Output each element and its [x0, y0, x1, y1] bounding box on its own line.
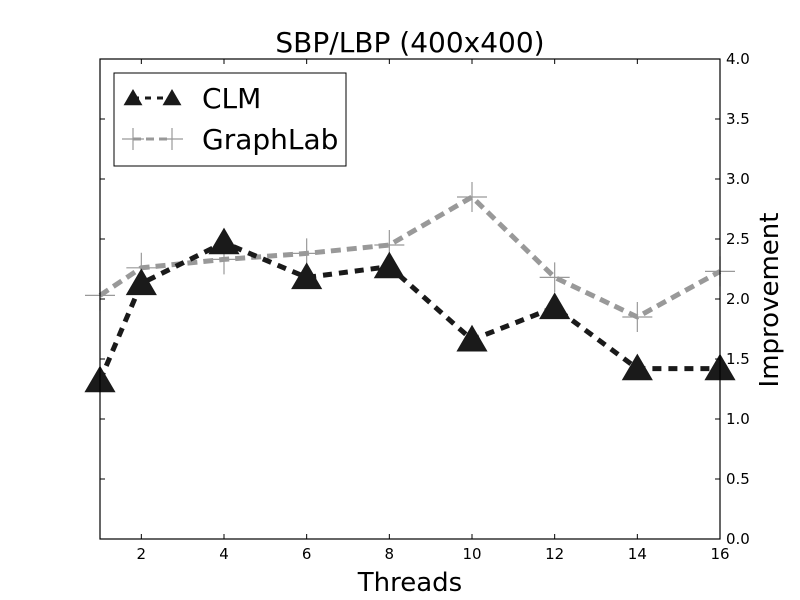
y-tick-label: 3.5	[726, 110, 750, 128]
data-point	[208, 227, 240, 255]
legend-item: CLM	[123, 82, 261, 115]
y-tick-label: 1.0	[726, 410, 750, 428]
x-tick-label: 10	[462, 545, 481, 563]
legend-item: GraphLab	[122, 123, 338, 156]
x-tick-label: 14	[628, 545, 647, 563]
legend: CLM GraphLab	[113, 72, 347, 167]
y-tick-label: 4.0	[726, 50, 750, 68]
x-tick-label: 6	[302, 545, 312, 563]
chart-title: SBP/LBP (400x400)	[275, 26, 544, 59]
data-point	[291, 262, 323, 290]
legend-marker	[123, 89, 143, 106]
x-axis: 2 4 6 8 10 12 14 16	[137, 59, 730, 563]
x-axis-label: Threads	[357, 568, 462, 598]
y-tick-label: 2.5	[726, 230, 750, 248]
data-point	[456, 324, 488, 352]
x-tick-label: 8	[385, 545, 395, 563]
legend-label: GraphLab	[202, 123, 338, 156]
x-tick-label: 2	[137, 545, 147, 563]
y-tick-label: 0.0	[726, 530, 750, 548]
data-point	[457, 182, 487, 212]
legend-marker	[122, 128, 144, 150]
plot-area	[84, 182, 736, 393]
data-point	[621, 353, 653, 381]
y-tick-label: 1.5	[726, 350, 750, 368]
y-tick-label: 3.0	[726, 170, 750, 188]
y-axis-label: Improvement	[755, 213, 785, 388]
data-point	[125, 268, 157, 296]
y-tick-label: 0.5	[726, 470, 750, 488]
y-tick-label: 2.0	[726, 290, 750, 308]
data-point	[373, 251, 405, 279]
series-clm	[84, 227, 736, 393]
x-tick-label: 16	[710, 545, 729, 563]
data-point	[622, 302, 653, 332]
legend-marker	[161, 128, 183, 150]
data-point	[539, 292, 571, 320]
y-axis: 0.0 0.5 1.0 1.5 2.0 2.5 3.0 3.5 4.0	[100, 50, 750, 548]
legend-box	[113, 72, 347, 167]
x-tick-label: 4	[219, 545, 229, 563]
series-graphlab	[85, 182, 735, 332]
data-point	[539, 262, 570, 293]
legend-marker	[162, 89, 182, 106]
x-tick-label: 12	[545, 545, 564, 563]
legend-label: CLM	[202, 82, 261, 115]
